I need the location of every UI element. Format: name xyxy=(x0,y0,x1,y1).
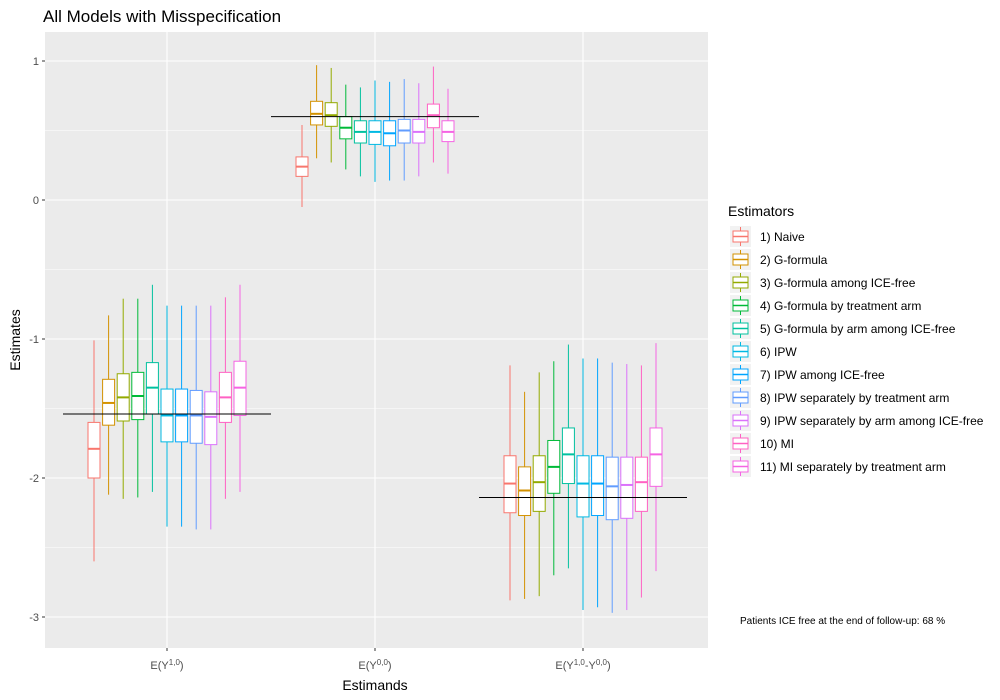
box-group xyxy=(503,343,663,613)
x-tick-label: E(Y1,0) xyxy=(150,658,183,673)
boxplot-2 xyxy=(310,65,324,159)
boxplot-5 xyxy=(145,284,159,492)
legend-item: 5) G-formula by arm among ICE-free xyxy=(730,318,956,339)
legend-item: 9) IPW separately by arm among ICE-free xyxy=(730,410,984,431)
y-tick-label: -3 xyxy=(29,612,39,624)
boxplot-6 xyxy=(576,358,590,611)
boxplot-4 xyxy=(131,298,145,498)
legend-label: 11) MI separately by treatment arm xyxy=(760,460,946,474)
boxplot-3 xyxy=(324,67,338,163)
x-tick-label: E(Y1,0-Y0,0) xyxy=(555,658,610,673)
legend-label: 5) G-formula by arm among ICE-free xyxy=(760,322,956,336)
boxplot-11 xyxy=(233,284,247,492)
legend-label: 3) G-formula among ICE-free xyxy=(760,276,916,290)
box-iqr xyxy=(532,455,546,512)
boxplot-7 xyxy=(175,305,189,527)
box-group xyxy=(295,65,455,207)
chart-title: All Models with Misspecification xyxy=(43,7,281,26)
boxplot-8 xyxy=(189,305,203,530)
legend-item: 2) G-formula xyxy=(730,249,828,270)
y-axis: 1 0 -1 -2 -3 xyxy=(29,56,45,624)
boxplot-1 xyxy=(87,340,101,562)
y-axis-title: Estimates xyxy=(7,309,23,370)
boxplot-7 xyxy=(591,358,605,608)
x-axis: E(Y1,0) E(Y0,0) E(Y1,0-Y0,0) xyxy=(150,648,611,673)
boxplot-9 xyxy=(204,305,218,530)
boxplot-2 xyxy=(518,391,532,599)
legend-label: 7) IPW among ICE-free xyxy=(760,368,885,382)
boxplot-3 xyxy=(116,298,130,499)
box-iqr xyxy=(189,389,203,444)
boxplot-9 xyxy=(412,83,426,177)
boxplot-10 xyxy=(218,297,232,499)
boxplot-11 xyxy=(441,88,455,174)
boxplot-8 xyxy=(397,79,411,181)
legend-label: 8) IPW separately by treatment arm xyxy=(760,391,949,405)
legend-item: 6) IPW xyxy=(730,341,797,362)
legend-item: 11) MI separately by treatment arm xyxy=(730,456,946,477)
y-tick-label: 0 xyxy=(33,195,39,207)
box-iqr xyxy=(87,421,101,479)
legend-label: 10) MI xyxy=(760,437,794,451)
boxplot-6 xyxy=(368,80,382,182)
boxplot-7 xyxy=(383,81,397,181)
box-iqr xyxy=(204,391,218,446)
legend-label: 4) G-formula by treatment arm xyxy=(760,299,921,313)
legend-label: 2) G-formula xyxy=(760,253,828,267)
boxplot-11 xyxy=(649,343,663,572)
y-tick-label: 1 xyxy=(33,56,39,68)
x-tick-label: E(Y0,0) xyxy=(358,658,391,673)
legend-label: 1) Naive xyxy=(760,230,805,244)
boxplot-10 xyxy=(426,66,440,163)
x-axis-title: Estimands xyxy=(342,677,407,693)
boxplot-4 xyxy=(339,84,353,170)
box-iqr xyxy=(605,456,619,521)
box-groups xyxy=(87,65,663,613)
legend-item: 10) MI xyxy=(730,433,794,454)
legend-item: 8) IPW separately by treatment arm xyxy=(730,387,949,408)
boxplot-1 xyxy=(295,124,309,207)
legend: 1) Naive 2) G-formula 3) G-formula among I… xyxy=(730,226,984,477)
box-iqr xyxy=(634,456,648,512)
boxplot-4 xyxy=(547,361,561,576)
legend-title: Estimators xyxy=(728,203,794,219)
boxplot-8 xyxy=(605,362,619,613)
legend-label: 6) IPW xyxy=(760,345,797,359)
footnote: Patients ICE free at the end of follow-u… xyxy=(740,616,945,627)
boxplot-9 xyxy=(620,364,634,611)
boxplot-1 xyxy=(503,365,517,601)
box-iqr xyxy=(649,427,663,487)
legend-item: 4) G-formula by treatment arm xyxy=(730,295,921,316)
legend-item: 1) Naive xyxy=(730,226,805,247)
legend-label: 9) IPW separately by arm among ICE-free xyxy=(760,414,984,428)
legend-item: 7) IPW among ICE-free xyxy=(730,364,885,385)
boxplot-6 xyxy=(160,305,174,527)
box-iqr xyxy=(576,455,590,518)
boxplot-5 xyxy=(353,87,367,177)
legend-item: 3) G-formula among ICE-free xyxy=(730,272,916,293)
y-tick-label: -1 xyxy=(29,334,39,346)
box-iqr xyxy=(561,427,575,485)
box-iqr xyxy=(620,456,634,519)
y-tick-label: -2 xyxy=(29,473,39,485)
true-value-lines xyxy=(63,116,687,498)
box-iqr xyxy=(591,455,605,517)
